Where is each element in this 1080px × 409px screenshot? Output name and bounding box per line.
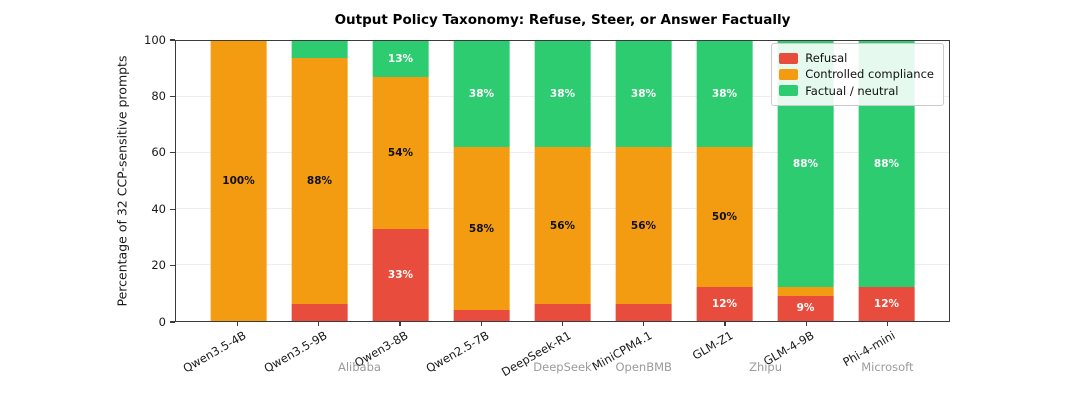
bar-segment-label: 56% (549, 219, 576, 232)
x-tick-mark (886, 322, 888, 326)
bar-segment-label: 56% (630, 219, 657, 232)
y-tick-mark (170, 265, 175, 267)
x-tick-mark (318, 322, 320, 326)
bar-segment-factual-neutral: 38% (534, 41, 591, 148)
bar-segment-factual-neutral: 38% (453, 41, 510, 148)
y-tick-label: 40 (151, 201, 166, 216)
bar-segment-label: 38% (711, 87, 738, 100)
bar-slot-Qwen3-8B: 33% 54% 13% (360, 41, 441, 321)
y-tick-label: 100 (144, 32, 166, 47)
refusal-swatch-icon (779, 52, 799, 64)
bar-segment-controlled-compliance: 100% (210, 41, 267, 321)
y-tick-label: 0 (158, 314, 166, 329)
bar-segment-refusal (615, 304, 672, 321)
y-tick-mark (170, 208, 175, 210)
x-tick-mark (643, 322, 645, 326)
x-tick-label-Qwen2.5-7B: Qwen2.5-7B (423, 328, 492, 376)
bar-segment-controlled-compliance: 58% (453, 147, 510, 310)
bar-slot-DeepSeek-R1: 56% 38% (522, 41, 603, 321)
bar-segment-refusal (453, 309, 510, 321)
bar-slot-Qwen2.5-7B: 58% 38% (441, 41, 522, 321)
y-tick-mark (170, 95, 175, 97)
y-tick-label: 80 (151, 88, 166, 103)
controlled-compliance-swatch-icon (779, 69, 799, 81)
bar-segment-factual-neutral: 38% (615, 41, 672, 148)
bar-segment-label: 88% (792, 157, 819, 170)
bar-segment-refusal: 12% (696, 287, 753, 321)
legend-row-refusal: Refusal (779, 51, 934, 65)
bar-segment-label: 9% (796, 302, 815, 315)
bar-slot-Qwen3.5-9B: 88% (279, 41, 360, 321)
x-tick-mark (399, 322, 401, 326)
legend-row-controlled-compliance: Controlled compliance (779, 67, 934, 81)
vendor-group-label-alibaba: Alibaba (337, 360, 381, 374)
bar-segment-label: 58% (468, 222, 495, 235)
bar-segment-controlled-compliance: 56% (615, 147, 672, 305)
bar-slot-Qwen3.5-4B: 100% (198, 41, 279, 321)
vendor-group-label-deepseek: DeepSeek (533, 360, 592, 374)
y-tick-mark (170, 39, 175, 41)
x-tick-mark (480, 322, 482, 326)
x-tick-label-Qwen3.5-9B: Qwen3.5-9B (261, 328, 330, 376)
x-tick-label-Qwen3.5-4B: Qwen3.5-4B (180, 328, 249, 376)
legend-label: Controlled compliance (805, 67, 934, 82)
x-tick-mark (805, 322, 807, 326)
stacked-bar-Qwen3.5-4B: 100% (210, 41, 267, 321)
bar-segment-label: 100% (222, 174, 255, 187)
vendor-group-label-openbmb: OpenBMB (615, 360, 672, 374)
vendor-group-label-microsoft: Microsoft (861, 360, 914, 374)
bar-segment-label: 38% (630, 87, 657, 100)
y-tick-mark (170, 321, 175, 323)
bar-slot-MiniCPM4.1: 56% 38% (603, 41, 684, 321)
bar-segment-factual-neutral: 38% (696, 41, 753, 148)
bar-segment-label: 88% (306, 174, 333, 187)
x-tick-mark (237, 322, 239, 326)
bar-segment-refusal: 9% (777, 295, 834, 321)
legend-label: Factual / neutral (805, 83, 899, 98)
bar-segment-controlled-compliance: 88% (291, 57, 348, 305)
legend-label: Refusal (805, 51, 848, 65)
vendor-group-label-zhipu: Zhipu (749, 360, 783, 374)
bar-segment-refusal (534, 304, 591, 321)
stacked-bar-MiniCPM4.1: 56% 38% (615, 41, 672, 321)
stacked-bar-Qwen2.5-7B: 58% 38% (453, 41, 510, 321)
bar-segment-controlled-compliance: 54% (372, 77, 429, 229)
x-tick-mark (561, 322, 564, 326)
bar-segment-label: 13% (387, 52, 414, 65)
bar-segment-factual-neutral: 13% (372, 41, 429, 78)
bar-segment-refusal: 12% (858, 287, 915, 321)
bar-segment-refusal: 33% (372, 228, 429, 321)
y-tick-mark (170, 152, 175, 154)
x-tick-mark (724, 322, 726, 326)
legend: Refusal Controlled compliance Factual / … (771, 43, 944, 107)
bar-segment-label: 88% (873, 157, 900, 170)
bar-segment-label: 33% (387, 268, 414, 281)
bar-segment-label: 12% (711, 297, 738, 310)
bar-slot-GLM-Z1: 12% 50% 38% (684, 41, 765, 321)
stacked-bar-GLM-Z1: 12% 50% 38% (696, 41, 753, 321)
bar-segment-label: 12% (873, 297, 900, 310)
stacked-bar-Qwen3.5-9B: 88% (291, 41, 348, 321)
y-tick-label: 20 (151, 258, 166, 273)
factual-neutral-swatch-icon (779, 85, 799, 97)
bar-segment-label: 38% (549, 87, 576, 100)
bar-segment-controlled-compliance (777, 287, 834, 296)
stacked-bar-DeepSeek-R1: 56% 38% (534, 41, 591, 321)
x-tick-label-GLM-Z1: GLM-Z1 (689, 328, 736, 363)
bar-segment-factual-neutral (291, 41, 348, 58)
chart-title: Output Policy Taxonomy: Refuse, Steer, o… (334, 12, 791, 28)
bar-segment-controlled-compliance: 50% (696, 147, 753, 288)
bar-segment-refusal (291, 304, 348, 321)
bar-segment-label: 50% (711, 211, 738, 224)
bar-segment-label: 38% (468, 87, 495, 100)
bars-container: 100% 88% 33% 54% 13% 58% 38% 56% 38% 56% 38% 12% 50%… (176, 41, 949, 321)
stacked-bar-Qwen3-8B: 33% 54% 13% (372, 41, 429, 321)
y-tick-label: 60 (151, 145, 166, 160)
bar-segment-controlled-compliance: 56% (534, 147, 591, 305)
legend-row-factual-neutral: Factual / neutral (779, 84, 934, 98)
bar-segment-label: 54% (387, 146, 414, 159)
